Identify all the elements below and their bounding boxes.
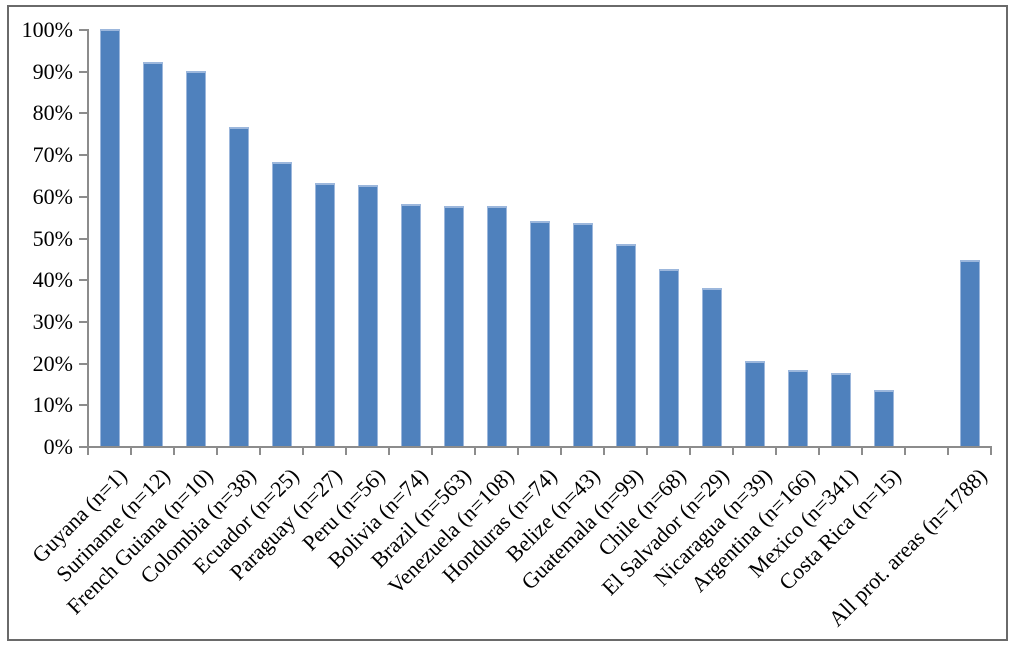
- bar: [401, 204, 421, 446]
- x-tick-mark: [904, 448, 906, 455]
- bar: [272, 162, 292, 446]
- x-tick-mark: [818, 448, 820, 455]
- y-tick-label: 40%: [32, 267, 73, 293]
- bar: [788, 370, 808, 446]
- chart-frame: [7, 5, 1008, 641]
- x-tick-mark: [861, 448, 863, 455]
- y-tick-mark: [79, 70, 87, 73]
- x-axis-line: [87, 446, 992, 448]
- bar: [702, 288, 722, 446]
- y-tick-mark: [79, 320, 87, 323]
- y-tick-mark: [79, 237, 87, 240]
- x-tick-mark: [732, 448, 734, 455]
- x-tick-mark: [302, 448, 304, 455]
- bar: [186, 71, 206, 446]
- y-axis-line: [87, 29, 89, 448]
- y-tick-label: 100%: [21, 17, 73, 42]
- x-tick-mark: [603, 448, 605, 455]
- bar: [745, 361, 765, 446]
- x-tick-mark: [517, 448, 519, 455]
- y-tick-label: 90%: [32, 58, 73, 84]
- x-tick-mark: [560, 448, 562, 455]
- x-tick-mark: [173, 448, 175, 455]
- bar: [874, 390, 894, 446]
- x-tick-mark: [259, 448, 261, 455]
- bar: [229, 127, 249, 446]
- bar: [960, 260, 980, 446]
- bar: [616, 244, 636, 446]
- x-tick-mark: [990, 448, 992, 455]
- y-tick-mark: [79, 112, 87, 115]
- x-tick-mark: [775, 448, 777, 455]
- x-tick-mark: [345, 448, 347, 455]
- y-tick-label: 20%: [32, 350, 73, 376]
- x-tick-mark: [216, 448, 218, 455]
- bar: [530, 221, 550, 446]
- y-tick-mark: [79, 446, 87, 448]
- x-tick-mark: [646, 448, 648, 455]
- y-tick-mark: [79, 362, 87, 365]
- y-tick-label: 0%: [43, 434, 73, 459]
- bar: [573, 223, 593, 446]
- y-tick-mark: [79, 404, 87, 407]
- y-tick-label: 80%: [32, 100, 73, 126]
- bar: [831, 373, 851, 446]
- y-tick-label: 30%: [32, 308, 73, 334]
- y-tick-mark: [79, 154, 87, 157]
- x-tick-mark: [130, 448, 132, 455]
- y-tick-mark: [79, 279, 87, 282]
- bar: [358, 185, 378, 446]
- x-tick-mark: [689, 448, 691, 455]
- y-tick-label: 60%: [32, 183, 73, 209]
- y-tick-label: 70%: [32, 142, 73, 168]
- bar: [659, 269, 679, 446]
- x-tick-mark: [474, 448, 476, 455]
- bar: [143, 62, 163, 446]
- bar: [315, 183, 335, 446]
- y-tick-mark: [79, 195, 87, 198]
- bar: [487, 206, 507, 446]
- bar: [100, 29, 120, 446]
- y-tick-mark: [79, 29, 87, 31]
- x-tick-mark: [431, 448, 433, 455]
- bar: [444, 206, 464, 446]
- x-tick-mark: [947, 448, 949, 455]
- x-tick-mark: [388, 448, 390, 455]
- y-tick-label: 50%: [32, 225, 73, 251]
- y-tick-label: 10%: [32, 392, 73, 418]
- x-tick-mark: [87, 448, 89, 455]
